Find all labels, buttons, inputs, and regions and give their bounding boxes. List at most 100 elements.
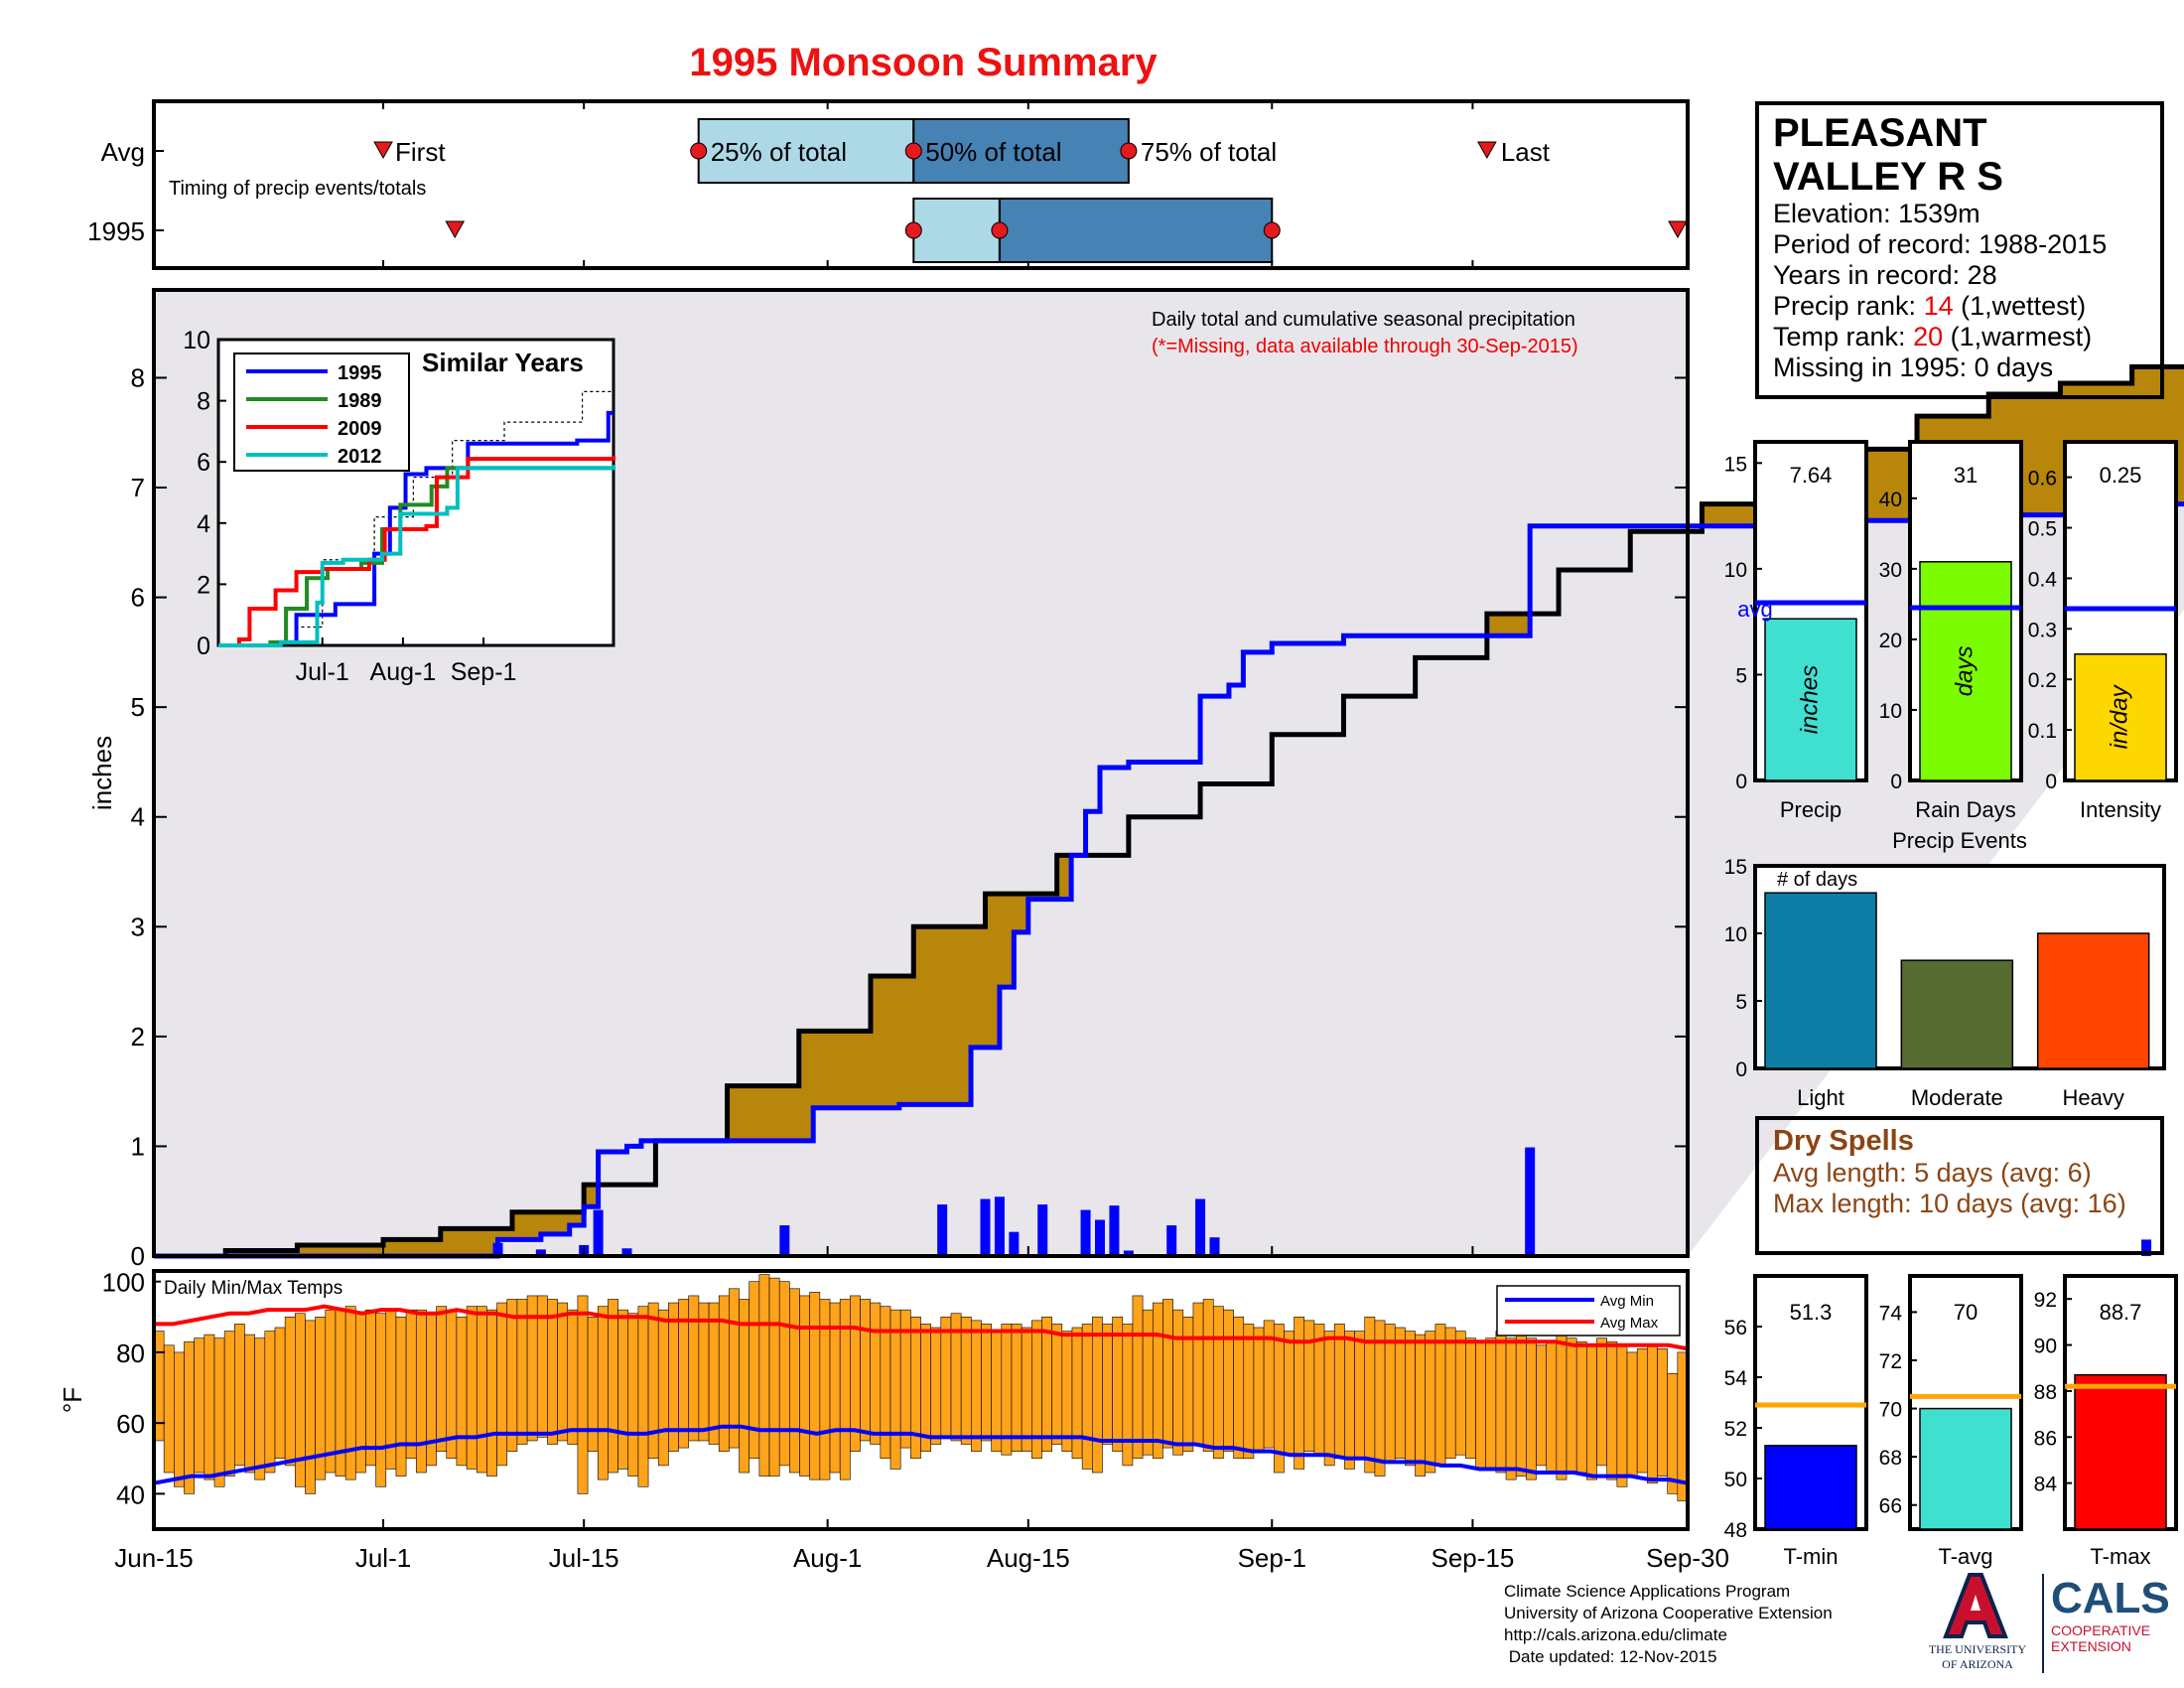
station-info-box: PLEASANT VALLEY R S Elevation: 1539m Per… <box>1755 101 2164 399</box>
temps-legend-box <box>1496 1285 1681 1336</box>
ua-text-line-1: THE UNIVERSITY <box>1928 1642 2027 1656</box>
cals-logo: CALS COOPERATIVE EXTENSION <box>2051 1575 2170 1655</box>
daily-temp-bar <box>1344 1331 1355 1470</box>
summary-unit-2: in/day <box>2106 683 2132 749</box>
daily-temp-bar <box>1425 1331 1436 1474</box>
inset-ytick-label: 8 <box>197 388 210 416</box>
station-period: Period of record: 1988-2015 <box>1773 229 2108 259</box>
daily-temp-bar <box>1415 1334 1427 1477</box>
inset-ytick-label: 6 <box>197 449 210 477</box>
timing-year-quartile-marker <box>1263 221 1281 239</box>
avg-min-line <box>153 1424 1689 1485</box>
daily-temp-bar <box>617 1309 629 1470</box>
main-ytick-label: 7 <box>131 473 145 502</box>
temps-title: Daily Min/Max Temps <box>164 1278 342 1299</box>
daily-temp-bar <box>1667 1372 1679 1494</box>
daily-temp-bar <box>1284 1331 1295 1456</box>
inset-ytick-label: 4 <box>197 510 210 538</box>
tsum-ytick-label: 52 <box>1724 1418 1747 1441</box>
year-cumulative-line <box>154 501 2184 1259</box>
daily-temp-bar <box>1434 1324 1446 1467</box>
timing-year-event-marker <box>445 220 466 239</box>
timing-panel: Avg 1995 Timing of precip events/totals Fir… <box>87 99 1690 270</box>
daily-temp-bar <box>1526 1337 1537 1480</box>
daily-temp-bar <box>1051 1324 1063 1445</box>
tsum-label-0: T-min <box>1784 1544 1839 1569</box>
daily-temp-bar <box>254 1337 266 1480</box>
daily-temp-bar <box>496 1302 508 1467</box>
tsum-ytick-label: 68 <box>1879 1447 1902 1470</box>
summary-value-2: 0.25 <box>2100 463 2142 488</box>
tsum-ytick-label: 74 <box>1879 1302 1903 1325</box>
main-ytick-label: 0 <box>131 1241 145 1271</box>
inset-legend-label: 2009 <box>338 418 382 440</box>
events-ylabel: # of days <box>1777 869 1857 891</box>
daily-precip-bar <box>1037 1204 1048 1256</box>
tsum-bar-0 <box>1764 1445 1857 1530</box>
daily-temp-bar <box>1102 1324 1113 1445</box>
summary-ytick-label: 0.3 <box>2028 619 2057 641</box>
temp-rank-note: (1,warmest) <box>1950 322 2093 352</box>
daily-temp-bar <box>557 1302 569 1442</box>
station-missing: Missing in 1995: 0 days <box>1773 352 2054 382</box>
daily-temp-bar <box>1454 1331 1466 1456</box>
daily-temp-bar <box>1112 1317 1124 1452</box>
daily-temp-bar <box>436 1306 448 1452</box>
timing-avg-quartile-marker <box>904 142 922 160</box>
dry-spells-max: Max length: 10 days (avg: 16) <box>1773 1189 2126 1218</box>
summary-ytick-label: 0.6 <box>2028 468 2057 491</box>
footer-line-1: Climate Science Applications Program <box>1504 1582 1791 1601</box>
daily-precip-bar <box>1195 1198 1206 1256</box>
events-bar-light <box>1764 892 1877 1069</box>
avg-cumulative-line <box>154 363 2184 1259</box>
main-title: Daily total and cumulative seasonal prec… <box>1152 309 1575 331</box>
daily-temp-bar <box>1223 1309 1234 1452</box>
daily-temp-bar <box>768 1277 780 1477</box>
daily-temp-bar <box>1091 1317 1103 1474</box>
precip-main-panel: 0 1 2 3 4 5 6 7 8 inches Daily total and cumulativ… <box>87 288 2184 1271</box>
tsum-label-2: T-max <box>2090 1544 2150 1569</box>
daily-temp-bar <box>1354 1331 1366 1460</box>
station-precip-rank: Precip rank: 14 (1,wettest) <box>1773 291 2146 322</box>
daily-temp-bar <box>1475 1340 1487 1470</box>
daily-temp-bar <box>1212 1306 1224 1460</box>
daily-temp-bar <box>577 1295 589 1494</box>
events-category-label: Light <box>1797 1085 1844 1110</box>
timing-avg-quartile-marker <box>1120 142 1138 160</box>
daily-temp-bar <box>960 1317 972 1445</box>
daily-temp-bar <box>981 1324 992 1442</box>
temps-xtick-label: Jun-15 <box>114 1543 194 1573</box>
daily-temp-bar <box>1405 1331 1416 1467</box>
daily-temp-bar <box>809 1292 821 1480</box>
ua-text-line-2: OF ARIZONA <box>1942 1657 2013 1671</box>
tsum-ytick-label: 56 <box>1724 1317 1747 1339</box>
summary-ytick-label: 10 <box>1879 700 1902 723</box>
summary-ytick-label: 0 <box>1735 771 1747 793</box>
tsum-bar-1 <box>1919 1407 2012 1530</box>
daily-temp-bar <box>405 1309 417 1460</box>
timing-row-label-year: 1995 <box>87 216 145 246</box>
daily-precip-bar <box>779 1225 790 1256</box>
daily-temp-bar <box>325 1309 337 1474</box>
daily-temp-bar <box>1384 1324 1396 1463</box>
daily-temp-bar <box>758 1274 770 1477</box>
arizona-a-icon <box>1943 1573 2008 1638</box>
cals-sub-2: EXTENSION <box>2051 1638 2131 1654</box>
footer-line-2: University of Arizona Cooperative Extens… <box>1504 1604 1833 1622</box>
station-name: PLEASANT VALLEY R S <box>1773 111 2003 199</box>
daily-temp-bar <box>647 1302 659 1460</box>
inset-title: Similar Years <box>422 348 584 377</box>
timing-year-quartile-marker <box>991 221 1009 239</box>
tsum-ytick-label: 90 <box>2034 1336 2057 1358</box>
daily-temp-bar <box>1465 1337 1476 1460</box>
daily-temp-bar <box>991 1331 1003 1452</box>
daily-temp-bar <box>1394 1327 1406 1460</box>
daily-precip-bar <box>937 1204 948 1256</box>
inset-series-line-2009 <box>218 456 615 647</box>
daily-temp-bar <box>395 1317 407 1477</box>
precip-rank-value: 14 <box>1923 291 1954 321</box>
temps-ytick-label: 40 <box>116 1479 145 1509</box>
tsum-value-1: 70 <box>1954 1300 1978 1325</box>
daily-temp-bar <box>1606 1340 1618 1480</box>
daily-temp-bar <box>284 1317 296 1467</box>
